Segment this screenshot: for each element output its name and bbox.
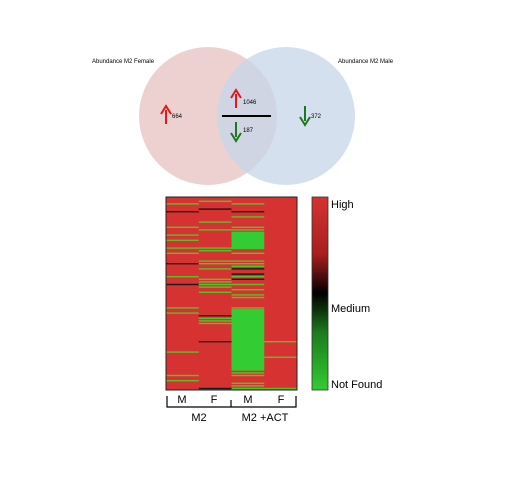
legend-medium-label: Medium <box>331 303 370 315</box>
legend-gradient-bar <box>311 196 329 391</box>
venn-right-only-count: 372 <box>311 114 322 120</box>
column-label: M <box>177 394 186 406</box>
heatmap-cell <box>231 229 265 231</box>
venn-right-label: Abundance M2 Male <box>338 59 394 65</box>
heatmap-cell <box>198 317 232 319</box>
color-legend: High Medium Not Found <box>311 196 382 391</box>
heatmap-cell <box>231 385 265 387</box>
column-label: F <box>278 394 285 406</box>
heatmap-cell <box>231 283 265 286</box>
heatmap-cell <box>198 281 232 283</box>
heatmap-cell <box>166 263 199 265</box>
heatmap-cell <box>198 322 232 325</box>
heatmap-border <box>165 196 298 391</box>
heatmap-cell <box>166 276 199 278</box>
heatmap-cell <box>198 200 232 202</box>
column-label: F <box>211 394 218 406</box>
heatmap-cell <box>231 268 265 270</box>
heatmap-cell <box>198 278 232 280</box>
venn-diagram: Abundance M2 Female Abundance M2 Male 66… <box>92 47 394 185</box>
heatmap-cell <box>231 252 265 254</box>
heatmap-cell <box>264 341 297 343</box>
heatmap-cell <box>231 278 265 280</box>
heatmap-cell <box>198 291 232 293</box>
heatmap-cell <box>231 203 265 205</box>
heatmap-cell <box>231 294 265 296</box>
venn-left-label: Abundance M2 Female <box>92 59 155 65</box>
group-label: M2 <box>191 412 206 424</box>
heatmap-cell <box>166 380 199 382</box>
heatmap-cell <box>198 268 232 270</box>
group-labels: M2 M2 +ACT <box>191 412 288 424</box>
heatmap-cell <box>231 211 265 213</box>
column-brackets <box>166 396 297 408</box>
heatmap-cell <box>231 374 265 377</box>
heatmap-cell <box>231 296 265 299</box>
heatmap-cell <box>231 276 265 278</box>
up-arrow-icon <box>160 104 172 124</box>
heatmap-cell <box>231 216 265 218</box>
heatmap-cell <box>198 341 232 343</box>
heatmap-cells <box>166 200 297 390</box>
heatmap-cell <box>166 234 199 236</box>
heatmap-cell <box>231 265 265 267</box>
heatmap-cell <box>198 247 232 249</box>
heatmap-cell <box>166 283 199 286</box>
venn-right-circle <box>217 47 355 185</box>
heatmap-cell <box>231 382 265 384</box>
legend-high-label: High <box>331 199 354 211</box>
heatmap-cell <box>198 320 232 322</box>
heatmap-cell <box>198 387 232 390</box>
venn-overlap-up-count: 1046 <box>243 100 257 106</box>
heatmap-cell <box>198 260 232 262</box>
heatmap-cell <box>231 307 265 309</box>
heatmap-cell <box>166 203 199 205</box>
down-arrow-icon <box>299 106 311 127</box>
heatmap-cell <box>198 221 232 223</box>
heatmap-cell <box>231 263 265 265</box>
heatmap-cell <box>198 208 232 210</box>
down-arrow-icon <box>230 122 242 143</box>
heatmap-cell <box>166 239 199 241</box>
column-labels: M F M F <box>177 394 284 406</box>
heatmap-cell <box>198 229 232 231</box>
heatmap-cell <box>231 289 265 291</box>
heatmap-cell <box>198 263 232 265</box>
heatmap-cell <box>231 273 265 275</box>
heatmap-cell <box>198 286 232 288</box>
heatmap <box>165 196 298 391</box>
heatmap-cell <box>198 250 232 252</box>
heatmap-cell <box>231 231 265 250</box>
heatmap-cell <box>166 307 199 309</box>
heatmap-cell <box>264 387 297 390</box>
heatmap-cell <box>231 260 265 262</box>
heatmap-cell <box>231 226 265 228</box>
heatmap-cell <box>231 372 265 374</box>
heatmap-cell <box>264 356 297 358</box>
venn-overlap-down-count: 187 <box>243 128 254 134</box>
heatmap-cell <box>166 351 199 353</box>
up-arrow-icon <box>230 88 242 108</box>
heatmap-cell <box>166 211 199 213</box>
heatmap-cell <box>166 374 199 377</box>
group-label: M2 +ACT <box>242 412 289 424</box>
heatmap-cell <box>166 312 199 314</box>
heatmap-cell <box>231 387 265 390</box>
heatmap-cell <box>166 252 199 254</box>
column-label: M <box>243 394 252 406</box>
heatmap-cell <box>166 226 199 228</box>
heatmap-cell <box>166 247 199 249</box>
heatmap-cell <box>231 308 265 371</box>
heatmap-cell <box>198 315 232 317</box>
venn-left-only-count: 664 <box>172 114 183 120</box>
heatmap-cell <box>198 283 232 286</box>
legend-low-label: Not Found <box>331 379 382 391</box>
